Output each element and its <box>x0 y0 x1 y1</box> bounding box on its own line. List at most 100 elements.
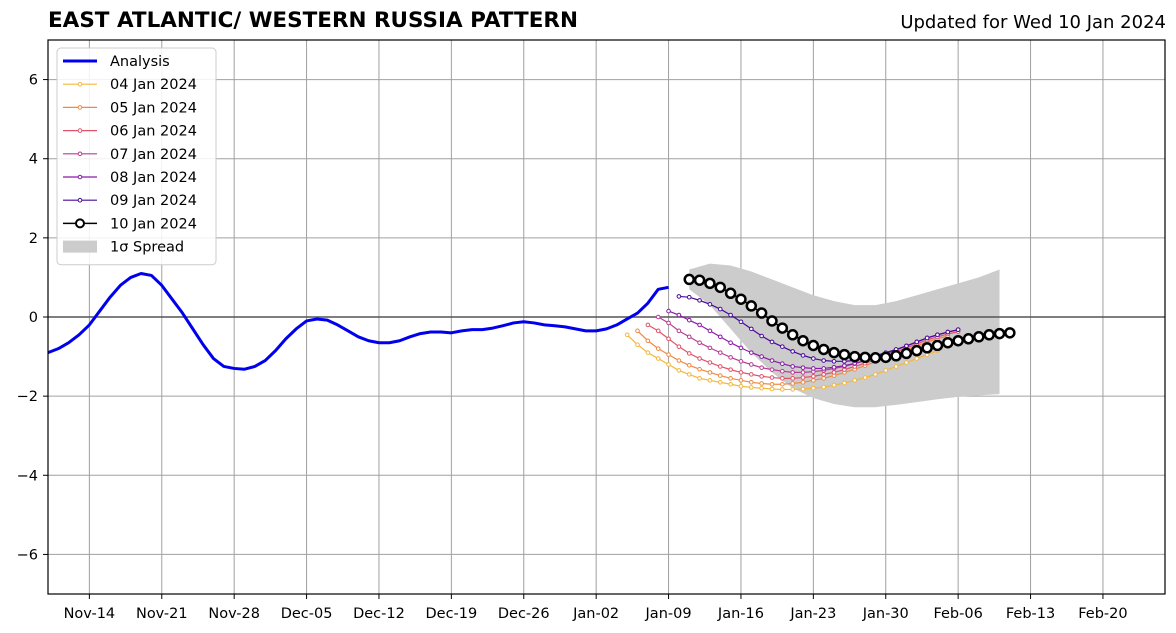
legend-marker <box>77 81 83 87</box>
series-line <box>47 271 669 371</box>
data-point <box>738 319 744 325</box>
data-point <box>676 328 682 334</box>
data-point <box>883 368 889 373</box>
y-tick-label: −4 <box>17 468 38 484</box>
data-point <box>738 378 744 383</box>
data-point <box>655 328 661 334</box>
data-point <box>790 376 795 381</box>
data-point <box>676 368 682 373</box>
legend-label: 04 Jan 2024 <box>110 77 197 93</box>
data-point <box>745 300 758 312</box>
legend-label: 1σ Spread <box>110 240 184 256</box>
data-point <box>838 348 851 361</box>
data-point <box>717 379 723 385</box>
data-point <box>759 381 764 386</box>
data-point <box>769 375 775 380</box>
data-point <box>780 368 785 374</box>
data-point <box>769 339 775 345</box>
data-point <box>842 363 847 368</box>
data-point <box>686 294 692 300</box>
legend-marker <box>77 174 83 180</box>
legend-entry: 05 Jan 2024 <box>63 100 197 116</box>
data-point <box>800 370 806 375</box>
data-point <box>945 329 951 335</box>
legend-label: 06 Jan 2024 <box>110 124 197 140</box>
data-point <box>780 361 785 366</box>
data-point <box>790 364 795 369</box>
data-point <box>707 370 713 375</box>
data-point <box>900 347 913 360</box>
spread-band <box>689 263 1000 408</box>
legend-label: 08 Jan 2024 <box>110 170 197 186</box>
data-point <box>738 359 744 364</box>
x-tick-label: Nov-14 <box>64 606 116 622</box>
x-tick-label: Feb-06 <box>933 606 982 622</box>
legend-label: 10 Jan 2024 <box>110 216 197 232</box>
data-point <box>645 322 651 328</box>
data-point <box>921 342 933 354</box>
data-point <box>693 274 706 286</box>
data-point <box>704 277 716 290</box>
data-point <box>697 340 702 346</box>
data-point <box>914 356 920 361</box>
x-tick-label: Jan-16 <box>717 606 764 622</box>
data-point <box>738 345 744 351</box>
series-analysis <box>47 271 669 371</box>
series-10-jan-2024 <box>683 273 1016 364</box>
data-point <box>776 322 789 334</box>
data-point <box>624 332 630 338</box>
data-point <box>821 358 826 363</box>
legend-entry: 09 Jan 2024 <box>63 193 197 209</box>
series-line <box>678 295 959 362</box>
data-point <box>983 329 995 341</box>
data-point <box>790 387 795 392</box>
x-tick-label: Dec-19 <box>425 606 477 622</box>
legend-label: 09 Jan 2024 <box>110 193 197 209</box>
data-point <box>797 334 809 347</box>
data-point <box>717 364 723 369</box>
data-point <box>790 349 795 354</box>
data-point <box>800 375 806 380</box>
data-point <box>707 378 713 383</box>
x-tick-label: Feb-13 <box>1006 606 1055 622</box>
data-point <box>811 366 816 371</box>
data-point <box>890 350 902 362</box>
data-point <box>748 362 754 367</box>
data-point <box>707 302 713 307</box>
data-point <box>786 329 799 341</box>
data-point <box>676 344 682 349</box>
data-point <box>904 343 909 349</box>
data-point <box>686 351 692 356</box>
data-point <box>666 320 671 326</box>
legend-entry: 1σ Spread <box>63 240 184 256</box>
data-point <box>955 327 961 332</box>
data-point <box>707 345 713 351</box>
data-point <box>748 326 754 332</box>
data-point <box>821 366 826 371</box>
data-point <box>935 332 940 338</box>
legend-entry: 07 Jan 2024 <box>63 147 197 163</box>
data-point <box>817 343 830 356</box>
y-axis: 6 4 2 0 −2 −4 −6 <box>17 73 48 563</box>
data-point <box>828 346 840 359</box>
data-point <box>769 381 775 387</box>
x-tick-label: Dec-26 <box>498 606 550 622</box>
data-point <box>728 312 733 318</box>
spread-area <box>689 263 1000 408</box>
data-point <box>852 378 858 383</box>
data-point <box>780 387 785 392</box>
data-point <box>697 298 702 303</box>
data-point <box>862 375 868 380</box>
data-point <box>759 385 764 391</box>
data-point <box>645 350 651 355</box>
data-point <box>880 351 892 364</box>
data-point <box>666 362 671 367</box>
y-tick-label: 0 <box>29 310 38 326</box>
data-point <box>811 385 816 391</box>
data-point <box>748 379 754 385</box>
data-point <box>697 366 702 372</box>
data-point <box>635 342 640 348</box>
data-point <box>911 344 923 357</box>
data-point <box>676 312 682 318</box>
